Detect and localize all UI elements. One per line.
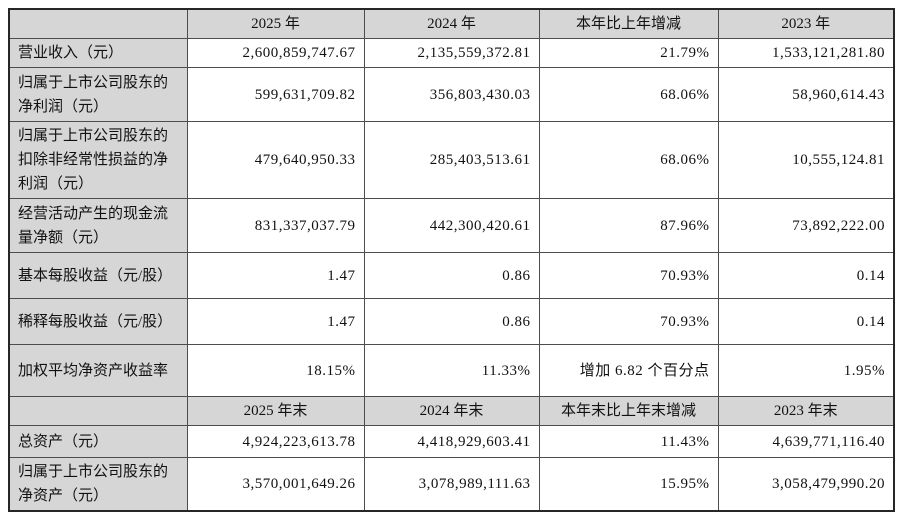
value-change: 21.79%	[538, 38, 719, 68]
table-row-operating-cash-flow: 经营活动产生的现金流量净额（元） 831,337,037.79 442,300,…	[8, 198, 895, 253]
row-label: 营业收入（元）	[8, 38, 188, 68]
row-label: 归属于上市公司股东的净资产（元）	[8, 457, 188, 512]
value-2025: 1.47	[186, 298, 365, 345]
value-change: 68.06%	[538, 67, 719, 122]
value-2025: 479,640,950.33	[186, 121, 365, 199]
table-row-net-profit-excl-nonrecurring: 归属于上市公司股东的扣除非经常性损益的净利润（元） 479,640,950.33…	[8, 121, 895, 199]
header-cell-2023-end: 2023 年末	[717, 396, 895, 426]
value-change: 68.06%	[538, 121, 719, 199]
header-cell-2023: 2023 年	[717, 8, 895, 39]
value-2024: 442,300,420.61	[363, 198, 540, 253]
table-row-total-assets: 总资产（元） 4,924,223,613.78 4,418,929,603.41…	[8, 425, 895, 458]
value-2024: 356,803,430.03	[363, 67, 540, 122]
row-label: 归属于上市公司股东的扣除非经常性损益的净利润（元）	[8, 121, 188, 199]
value-2023: 1,533,121,281.80	[717, 38, 895, 68]
value-2024: 3,078,989,111.63	[363, 457, 540, 512]
header-cell-2025-end: 2025 年末	[186, 396, 365, 426]
value-2025: 4,924,223,613.78	[186, 425, 365, 458]
table-row-net-profit: 归属于上市公司股东的净利润（元） 599,631,709.82 356,803,…	[8, 67, 895, 122]
value-change: 87.96%	[538, 198, 719, 253]
value-2024: 285,403,513.61	[363, 121, 540, 199]
row-label: 归属于上市公司股东的净利润（元）	[8, 67, 188, 122]
value-2023: 4,639,771,116.40	[717, 425, 895, 458]
header-cell-2024-end: 2024 年末	[363, 396, 540, 426]
header-cell-empty	[8, 396, 188, 426]
row-label: 稀释每股收益（元/股）	[8, 298, 188, 345]
value-2023: 58,960,614.43	[717, 67, 895, 122]
header-cell-empty	[8, 8, 188, 39]
value-2025: 1.47	[186, 252, 365, 299]
table-header-row-period-end: 2025 年末 2024 年末 本年末比上年末增减 2023 年末	[8, 396, 895, 426]
value-2024: 4,418,929,603.41	[363, 425, 540, 458]
value-2025: 18.15%	[186, 344, 365, 397]
table-row-basic-eps: 基本每股收益（元/股） 1.47 0.86 70.93% 0.14	[8, 252, 895, 299]
value-change: 增加 6.82 个百分点	[538, 344, 719, 397]
value-2024: 2,135,559,372.81	[363, 38, 540, 68]
value-2025: 831,337,037.79	[186, 198, 365, 253]
table-row-weighted-avg-roe: 加权平均净资产收益率 18.15% 11.33% 增加 6.82 个百分点 1.…	[8, 344, 895, 397]
value-change: 11.43%	[538, 425, 719, 458]
value-change: 15.95%	[538, 457, 719, 512]
table-header-row-annual: 2025 年 2024 年 本年比上年增减 2023 年	[8, 8, 895, 39]
value-2023: 73,892,222.00	[717, 198, 895, 253]
key-financial-data-table: 2025 年 2024 年 本年比上年增减 2023 年 营业收入（元） 2,6…	[8, 8, 895, 512]
value-2024: 0.86	[363, 298, 540, 345]
value-change: 70.93%	[538, 298, 719, 345]
row-label: 总资产（元）	[8, 425, 188, 458]
value-change: 70.93%	[538, 252, 719, 299]
value-2023: 10,555,124.81	[717, 121, 895, 199]
value-2024: 0.86	[363, 252, 540, 299]
value-2025: 599,631,709.82	[186, 67, 365, 122]
value-2025: 3,570,001,649.26	[186, 457, 365, 512]
table-row-operating-revenue: 营业收入（元） 2,600,859,747.67 2,135,559,372.8…	[8, 38, 895, 68]
value-2023: 1.95%	[717, 344, 895, 397]
row-label: 经营活动产生的现金流量净额（元）	[8, 198, 188, 253]
table-row-diluted-eps: 稀释每股收益（元/股） 1.47 0.86 70.93% 0.14	[8, 298, 895, 345]
value-2023: 3,058,479,990.20	[717, 457, 895, 512]
value-2023: 0.14	[717, 252, 895, 299]
row-label: 基本每股收益（元/股）	[8, 252, 188, 299]
value-2023: 0.14	[717, 298, 895, 345]
header-cell-yoy-change: 本年比上年增减	[538, 8, 719, 39]
value-2025: 2,600,859,747.67	[186, 38, 365, 68]
header-cell-2024: 2024 年	[363, 8, 540, 39]
header-cell-2025: 2025 年	[186, 8, 365, 39]
row-label: 加权平均净资产收益率	[8, 344, 188, 397]
table-row-net-assets: 归属于上市公司股东的净资产（元） 3,570,001,649.26 3,078,…	[8, 457, 895, 512]
value-2024: 11.33%	[363, 344, 540, 397]
header-cell-yoy-end-change: 本年末比上年末增减	[538, 396, 719, 426]
